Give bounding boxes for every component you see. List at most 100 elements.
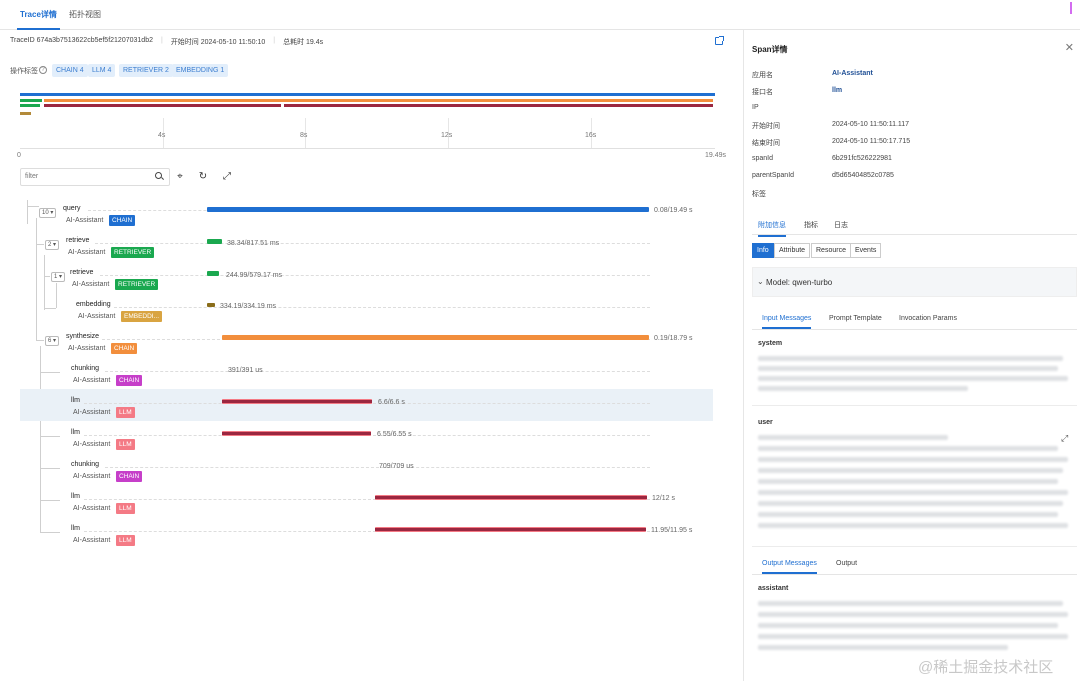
span-name: retrieve (70, 269, 94, 276)
refresh-icon[interactable]: ↻ (198, 171, 208, 182)
span-timing: 391/391 us (228, 367, 263, 374)
field-key: IP (752, 104, 759, 111)
segment-events[interactable]: Events (850, 243, 882, 258)
span-name: chunking (71, 365, 100, 372)
tag-chain[interactable]: CHAIN 4 (52, 64, 88, 77)
model-header[interactable] (752, 267, 1077, 297)
tag-retriever[interactable]: RETRIEVER 2 (119, 64, 173, 77)
field-key: 结束时间 (752, 140, 780, 147)
grid-line (591, 118, 592, 148)
span-timing: 12/12 s (652, 495, 675, 502)
redacted-text (758, 356, 1063, 361)
tags-label: 操作标签 (10, 68, 38, 75)
trace-start-time: 开始时间 2024-05-10 11:50:10 (170, 39, 266, 46)
close-icon[interactable]: ✕ (1064, 42, 1074, 54)
divider (752, 546, 1077, 547)
span-timeline-bar[interactable] (222, 399, 372, 404)
field-key: 标签 (752, 191, 766, 198)
collapse-toggle[interactable]: 10 ▾ (39, 208, 57, 218)
span-name: llm (71, 397, 80, 404)
tab-output[interactable]: Output (836, 560, 858, 567)
tree-connector (44, 276, 50, 277)
segment-info[interactable]: Info (752, 243, 774, 258)
redacted-text (758, 623, 1058, 628)
collapse-toggle[interactable]: 6 ▾ (45, 336, 60, 346)
span-row-llm-selected[interactable] (20, 389, 713, 421)
tab-metrics[interactable]: 指标 (804, 222, 818, 229)
redacted-text (758, 435, 948, 440)
tab-topology-view[interactable]: 拓扑视图 (69, 10, 101, 19)
span-name: llm (71, 493, 80, 500)
collapse-toggle[interactable]: 1 ▾ (51, 272, 66, 282)
span-service: AI-Assistant (73, 441, 111, 448)
span-timeline-bar[interactable] (207, 207, 649, 212)
redacted-text (758, 366, 1058, 371)
chevron-down-icon[interactable]: ⌄ (757, 277, 764, 286)
divider (752, 329, 1077, 330)
span-type-badge: RETRIEVER (115, 279, 159, 290)
tree-connector (40, 372, 60, 373)
tag-embedding[interactable]: EMBEDDING 1 (172, 64, 229, 77)
field-key: 开始时间 (752, 123, 780, 130)
span-timing: 334.19/334.19 ms (220, 303, 277, 310)
tag-llm[interactable]: LLM 4 (88, 64, 116, 77)
span-timeline-bar[interactable] (207, 271, 219, 276)
filter-input[interactable]: filter (20, 168, 170, 186)
tab-prompt-template[interactable]: Prompt Template (829, 315, 882, 322)
tab-output-messages[interactable]: Output Messages (762, 560, 817, 574)
expand-icon[interactable]: ⤢ (1061, 433, 1069, 443)
redacted-text (758, 634, 1068, 639)
redacted-text (758, 468, 1063, 473)
tab-extra-info[interactable]: 附加信息 (758, 220, 786, 237)
segment-resource[interactable]: Resource (811, 243, 851, 258)
tree-connector (27, 206, 39, 207)
trace-info-row: TraceID 674a3b7513622cb5ef5f21207031db2 … (10, 37, 323, 47)
field-key: 接口名 (752, 89, 773, 96)
span-timeline-bar[interactable] (222, 335, 649, 340)
span-timeline-bar[interactable] (222, 431, 371, 436)
span-timeline-bar[interactable] (375, 495, 647, 500)
span-name: embedding (76, 301, 111, 308)
help-icon[interactable]: ? (39, 66, 47, 74)
locate-icon[interactable]: ⌖ (177, 171, 183, 182)
field-key: parentSpanId (752, 172, 795, 179)
span-timing: 244.99/579.17 ms (226, 272, 283, 279)
row-guide (114, 307, 650, 308)
redacted-text (758, 612, 1068, 617)
expand-icon[interactable]: ⤢ (223, 171, 231, 182)
tree-connector (40, 346, 41, 532)
redacted-text (758, 601, 1063, 606)
span-timeline-bar[interactable] (207, 239, 222, 244)
field-key: spanId (752, 155, 774, 162)
model-title: Model: qwen-turbo (766, 278, 833, 287)
overview-bar-query (20, 93, 715, 96)
search-icon[interactable] (155, 172, 162, 179)
redacted-text (758, 457, 1068, 462)
tree-connector (40, 532, 60, 533)
segment-attribute[interactable]: Attribute (774, 243, 811, 258)
span-service: AI-Assistant (72, 281, 110, 288)
overview-bar-retrieve (20, 99, 42, 102)
span-type-badge: CHAIN (111, 343, 138, 354)
span-timeline-bar[interactable] (375, 527, 646, 532)
tab-trace-detail[interactable]: Trace详情 (17, 9, 60, 30)
span-timing: 6.55/6.55 s (377, 431, 412, 438)
span-timing: 38.34/817.51 ms (227, 240, 280, 247)
axis-tick: 0 (17, 152, 21, 159)
row-guide (105, 467, 650, 468)
tree-connector (44, 255, 45, 310)
tab-invocation-params[interactable]: Invocation Params (899, 315, 957, 322)
field-value: llm (832, 87, 843, 94)
span-type-badge: LLM (116, 407, 135, 418)
external-link-icon[interactable] (715, 36, 724, 45)
span-timeline-bar[interactable] (207, 303, 215, 307)
redacted-text (758, 645, 1008, 650)
tab-logs[interactable]: 日志 (834, 222, 848, 229)
overview-bar-llm (44, 104, 281, 107)
span-type-badge: RETRIEVER (111, 247, 155, 258)
grid-line (448, 118, 449, 148)
redacted-text (758, 523, 1068, 528)
tab-input-messages[interactable]: Input Messages (762, 315, 812, 329)
redacted-text (758, 479, 1058, 484)
collapse-toggle[interactable]: 2 ▾ (45, 240, 60, 250)
